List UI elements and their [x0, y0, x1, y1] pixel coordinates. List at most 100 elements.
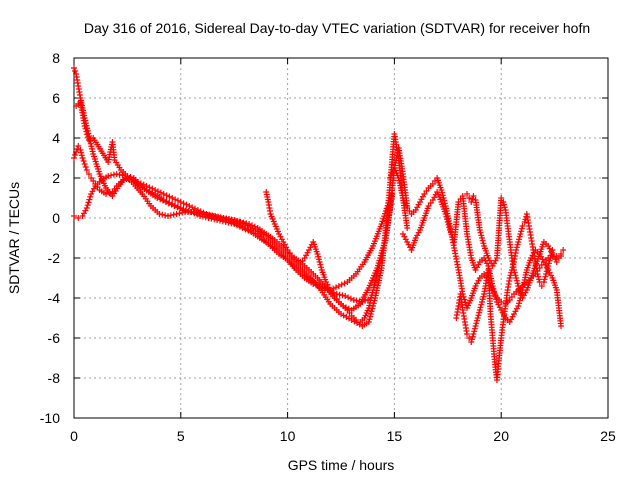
data-point — [438, 187, 445, 193]
data-point — [168, 201, 175, 208]
data-point — [441, 200, 448, 207]
data-point — [84, 131, 91, 138]
data-point — [491, 288, 498, 295]
data-point — [516, 236, 522, 243]
data-point — [199, 213, 206, 220]
data-point — [471, 325, 478, 332]
data-point — [159, 211, 166, 218]
data-point — [473, 317, 480, 324]
data-point — [345, 294, 352, 301]
data-point — [353, 297, 360, 304]
data-point — [443, 213, 450, 220]
data-point — [208, 215, 215, 222]
data-point — [180, 200, 187, 207]
chart-title: Day 316 of 2016, Sidereal Day-to-day VTE… — [84, 20, 590, 36]
data-point — [74, 146, 81, 152]
data-point — [183, 201, 190, 208]
data-point — [514, 280, 521, 287]
data-point — [246, 221, 253, 227]
data-point — [110, 171, 117, 178]
data-point — [548, 249, 555, 256]
data-point — [511, 269, 518, 276]
data-point — [319, 284, 326, 291]
data-point — [542, 273, 549, 280]
data-point — [501, 204, 508, 211]
data-point — [71, 155, 77, 161]
data-point — [365, 319, 372, 325]
data-point — [513, 277, 520, 284]
data-point — [219, 218, 226, 225]
data-point — [540, 279, 547, 285]
y-tick-label: -10 — [40, 410, 60, 426]
data-point — [444, 216, 451, 223]
data-point — [124, 173, 131, 179]
data-point — [444, 219, 451, 225]
data-point — [234, 222, 241, 229]
data-point — [85, 199, 92, 206]
x-tick-label: 5 — [177, 428, 185, 444]
data-point — [369, 305, 376, 312]
data-point — [314, 251, 321, 257]
data-point — [73, 149, 80, 155]
x-axis-label: GPS time / hours — [288, 457, 395, 473]
data-point — [468, 339, 475, 345]
data-point — [519, 223, 526, 229]
data-point — [479, 237, 486, 244]
data-point — [511, 267, 518, 273]
data-point — [163, 192, 170, 199]
data-point — [470, 193, 477, 199]
data-point — [228, 220, 235, 227]
data-point — [243, 220, 250, 227]
data-point — [492, 293, 499, 300]
data-point — [518, 228, 525, 235]
data-point — [216, 217, 223, 224]
data-point — [439, 189, 446, 196]
x-tick-label: 25 — [600, 428, 616, 444]
y-tick-label: 2 — [52, 170, 60, 186]
data-point — [83, 205, 90, 211]
data-point — [85, 134, 92, 141]
axis-ticks: 0 5 10 15 20 25 -10 -8 -6 -4 -2 0 2 4 6 8 — [40, 50, 616, 444]
x-tick-label: 0 — [70, 428, 78, 444]
data-point — [154, 195, 161, 201]
data-point — [174, 204, 181, 211]
data-point — [236, 223, 243, 230]
data-point — [512, 272, 519, 279]
data-point — [170, 211, 177, 218]
data-point — [477, 229, 484, 236]
data-point — [106, 190, 113, 196]
data-point — [197, 213, 204, 219]
data-point — [442, 211, 449, 217]
data-point — [79, 155, 86, 161]
data-point — [240, 219, 247, 226]
data-point — [84, 202, 91, 209]
data-point — [472, 323, 479, 329]
data-point — [498, 195, 505, 201]
data-point — [83, 167, 90, 173]
data-points — [71, 65, 567, 383]
data-point — [544, 265, 551, 272]
data-point — [85, 171, 92, 177]
data-point — [315, 253, 322, 260]
data-point — [553, 259, 560, 265]
data-point — [480, 240, 487, 247]
data-point — [251, 223, 258, 230]
x-tick-label: 20 — [493, 428, 509, 444]
data-point — [370, 284, 377, 291]
data-point — [71, 65, 77, 71]
data-point — [469, 336, 476, 343]
data-point — [167, 212, 174, 219]
data-point — [152, 187, 159, 193]
grid-lines — [74, 58, 608, 418]
data-point — [192, 205, 199, 212]
data-point — [341, 280, 348, 287]
data-point — [366, 316, 373, 323]
data-point — [506, 275, 513, 281]
data-point — [516, 233, 523, 240]
data-point — [515, 283, 522, 289]
data-point — [83, 128, 90, 135]
data-point — [146, 184, 153, 191]
data-point — [491, 291, 498, 297]
data-point — [470, 331, 477, 337]
